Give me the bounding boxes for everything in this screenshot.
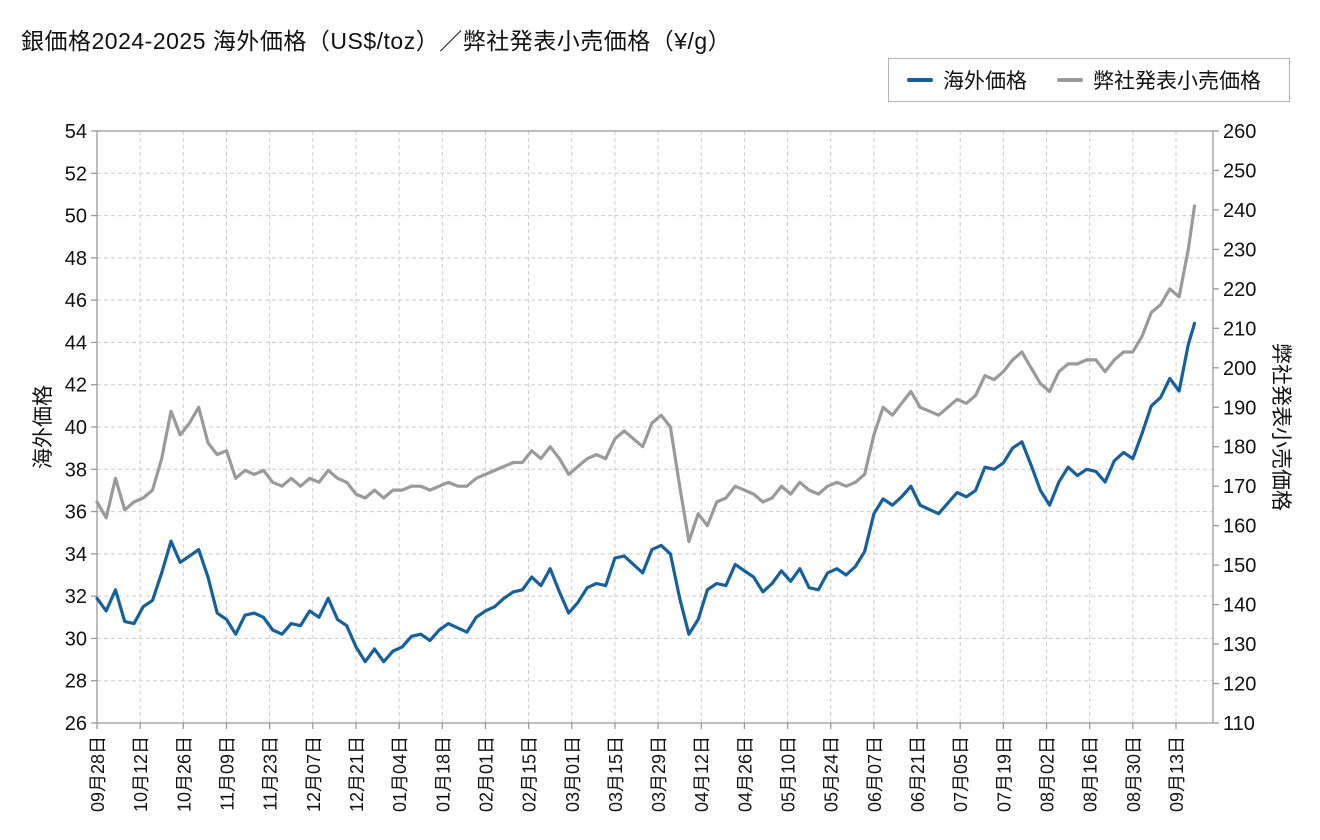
y-tick-label-right: 220	[1223, 279, 1256, 301]
overseas-line-swatch	[907, 78, 933, 82]
x-tick-label: 07月05日	[951, 736, 971, 812]
x-tick-label: 06月21日	[908, 736, 928, 812]
x-tick-label: 05月24日	[822, 736, 842, 812]
legend-item-retail: 弊社発表小売価格	[1057, 65, 1261, 95]
x-tick-label: 02月01日	[476, 736, 496, 812]
y-tick-label-left: 42	[65, 375, 87, 397]
x-tick-label: 10月26日	[174, 736, 194, 812]
y-tick-label-left: 26	[65, 713, 87, 735]
y-tick-label-right: 110	[1223, 713, 1255, 735]
legend-box: 海外価格 弊社発表小売価格	[888, 58, 1290, 102]
chart-title: 銀価格2024-2025 海外価格（US$/toz）／弊社発表小売価格（¥/g）	[21, 28, 732, 54]
x-tick-label: 09月13日	[1167, 736, 1187, 812]
x-tick-label: 01月18日	[433, 736, 453, 812]
x-tick-label: 04月12日	[692, 736, 712, 812]
y-tick-label-left: 36	[65, 502, 87, 524]
y-tick-label-right: 140	[1223, 595, 1256, 617]
y-tick-label-right: 170	[1223, 476, 1256, 498]
x-tick-label: 02月15日	[520, 736, 540, 812]
x-tick-label: 08月16日	[1081, 736, 1101, 812]
x-tick-label: 10月12日	[131, 736, 151, 812]
y-tick-label-left: 54	[65, 121, 87, 143]
series-retail-line	[95, 204, 1197, 544]
x-tick-label: 07月19日	[994, 736, 1014, 812]
y-tick-label-right: 200	[1223, 358, 1256, 380]
retail-line-swatch	[1057, 78, 1083, 82]
x-tick-label: 12月07日	[304, 736, 324, 812]
y-tick-label-left: 38	[65, 459, 87, 481]
y-tick-label-left: 52	[65, 163, 87, 185]
y-tick-label-left: 28	[65, 671, 87, 693]
y-tick-label-right: 120	[1223, 674, 1256, 696]
y-tick-label-left: 32	[65, 586, 87, 608]
series-overseas-line	[95, 321, 1197, 664]
x-tick-label: 04月26日	[735, 736, 755, 812]
y-tick-label-left: 40	[65, 417, 87, 439]
x-tick-label: 08月02日	[1038, 736, 1058, 812]
y-tick-label-right: 160	[1223, 516, 1256, 538]
x-tick-label: 08月30日	[1124, 736, 1144, 812]
left-axis-title: 海外価格	[32, 385, 55, 469]
y-tick-label-left: 50	[65, 206, 87, 228]
x-tick-label: 11月09日	[217, 736, 237, 811]
y-tick-label-left: 46	[65, 290, 87, 312]
y-tick-label-left: 34	[65, 544, 87, 566]
y-tick-label-right: 260	[1223, 121, 1256, 143]
y-tick-label-right: 190	[1223, 397, 1256, 419]
y-tick-label-right: 230	[1223, 239, 1256, 261]
y-tick-label-right: 210	[1223, 318, 1256, 340]
y-tick-label-left: 48	[65, 248, 87, 270]
y-tick-label-right: 150	[1223, 555, 1256, 577]
y-tick-label-right: 130	[1223, 634, 1256, 656]
x-tick-label: 03月01日	[563, 736, 583, 812]
y-tick-label-right: 180	[1223, 437, 1256, 459]
y-tick-label-left: 44	[65, 332, 87, 354]
x-tick-label: 03月29日	[649, 736, 669, 812]
legend-item-overseas: 海外価格	[907, 65, 1027, 95]
x-tick-label: 11月23日	[261, 736, 281, 811]
x-tick-label: 01月04日	[390, 736, 410, 812]
legend-label-retail: 弊社発表小売価格	[1093, 70, 1261, 93]
y-tick-label-left: 30	[65, 628, 87, 650]
x-tick-label: 09月28日	[88, 736, 108, 812]
x-tick-label: 06月07日	[865, 736, 885, 812]
y-tick-label-right: 240	[1223, 200, 1256, 222]
x-tick-label: 12月21日	[347, 736, 367, 812]
x-tick-label: 03月15日	[606, 736, 626, 812]
x-tick-label: 05月10日	[779, 736, 799, 812]
y-tick-label-right: 250	[1223, 160, 1256, 182]
legend-label-overseas: 海外価格	[943, 70, 1027, 93]
right-axis-title: 弊社発表小売価格	[1269, 343, 1292, 511]
